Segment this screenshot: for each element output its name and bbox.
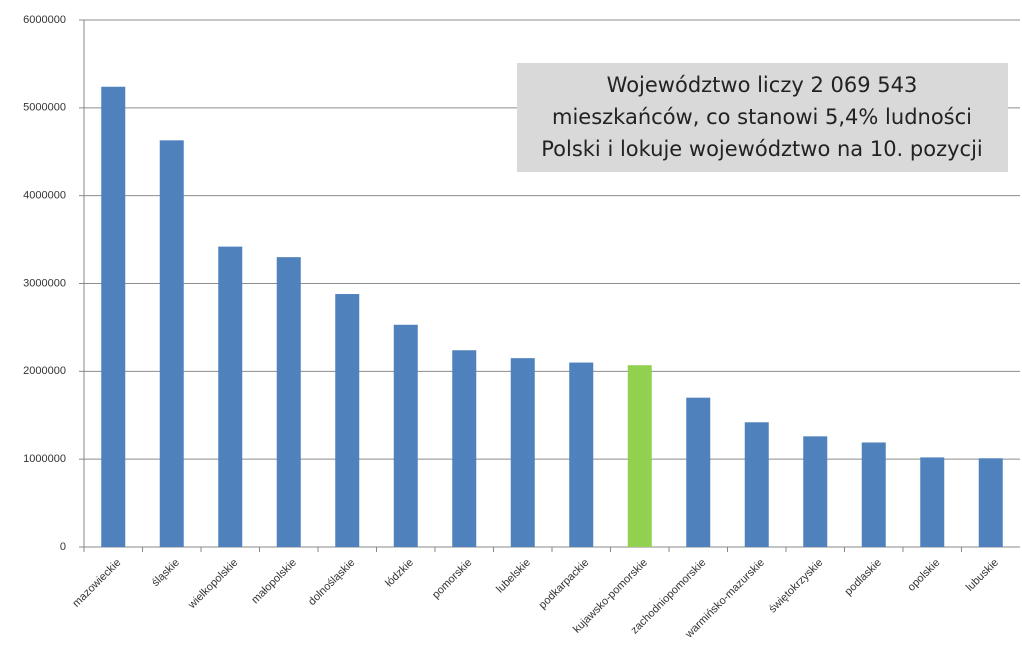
x-tick-label: mazowieckie — [70, 557, 123, 610]
bar — [569, 362, 594, 547]
x-tick-label: dolnośląskie — [306, 557, 357, 608]
bar — [335, 294, 360, 547]
x-tick-label: łódzkie — [383, 557, 416, 590]
x-tick-label: śląskie — [150, 557, 182, 589]
bar — [861, 442, 886, 547]
bar — [159, 140, 184, 547]
bar — [101, 86, 126, 548]
y-tick-label: 4000000 — [23, 190, 66, 202]
bar — [452, 350, 477, 547]
x-tick-label: małopolskie — [249, 557, 299, 607]
annotation-line: Województwo liczy 2 069 543 — [607, 73, 918, 97]
bar — [744, 422, 769, 547]
x-tick-label: lubuskie — [964, 557, 1001, 594]
annotation-box — [517, 63, 1008, 172]
bar — [627, 365, 652, 547]
bar — [276, 257, 301, 547]
x-tick-label: podkarpackie — [537, 557, 592, 612]
y-tick-label: 2000000 — [23, 365, 66, 377]
bar — [686, 397, 711, 547]
y-tick-label: 0 — [60, 541, 66, 553]
bar — [510, 358, 535, 547]
bar — [393, 324, 418, 547]
x-tick-label: pomorskie — [430, 557, 474, 601]
bar — [978, 458, 1003, 547]
y-tick-label: 6000000 — [23, 14, 66, 26]
annotation-line: mieszkańców, co stanowi 5,4% ludności — [552, 105, 972, 129]
x-tick-label: świętokrzyskie — [767, 557, 826, 616]
bar — [218, 246, 243, 548]
bar — [803, 436, 828, 547]
x-tick-label: lubelskie — [494, 557, 533, 596]
x-tick-label: podlaskie — [843, 557, 884, 598]
y-tick-label: 5000000 — [23, 102, 66, 114]
y-tick-label: 1000000 — [23, 453, 66, 465]
x-tick-label: opolskie — [905, 557, 942, 594]
bar — [920, 457, 945, 547]
x-tick-label: wielkopolskie — [185, 557, 240, 612]
annotation-line: Polski i lokuje województwo na 10. pozyc… — [541, 137, 983, 161]
y-tick-label: 3000000 — [23, 277, 66, 289]
